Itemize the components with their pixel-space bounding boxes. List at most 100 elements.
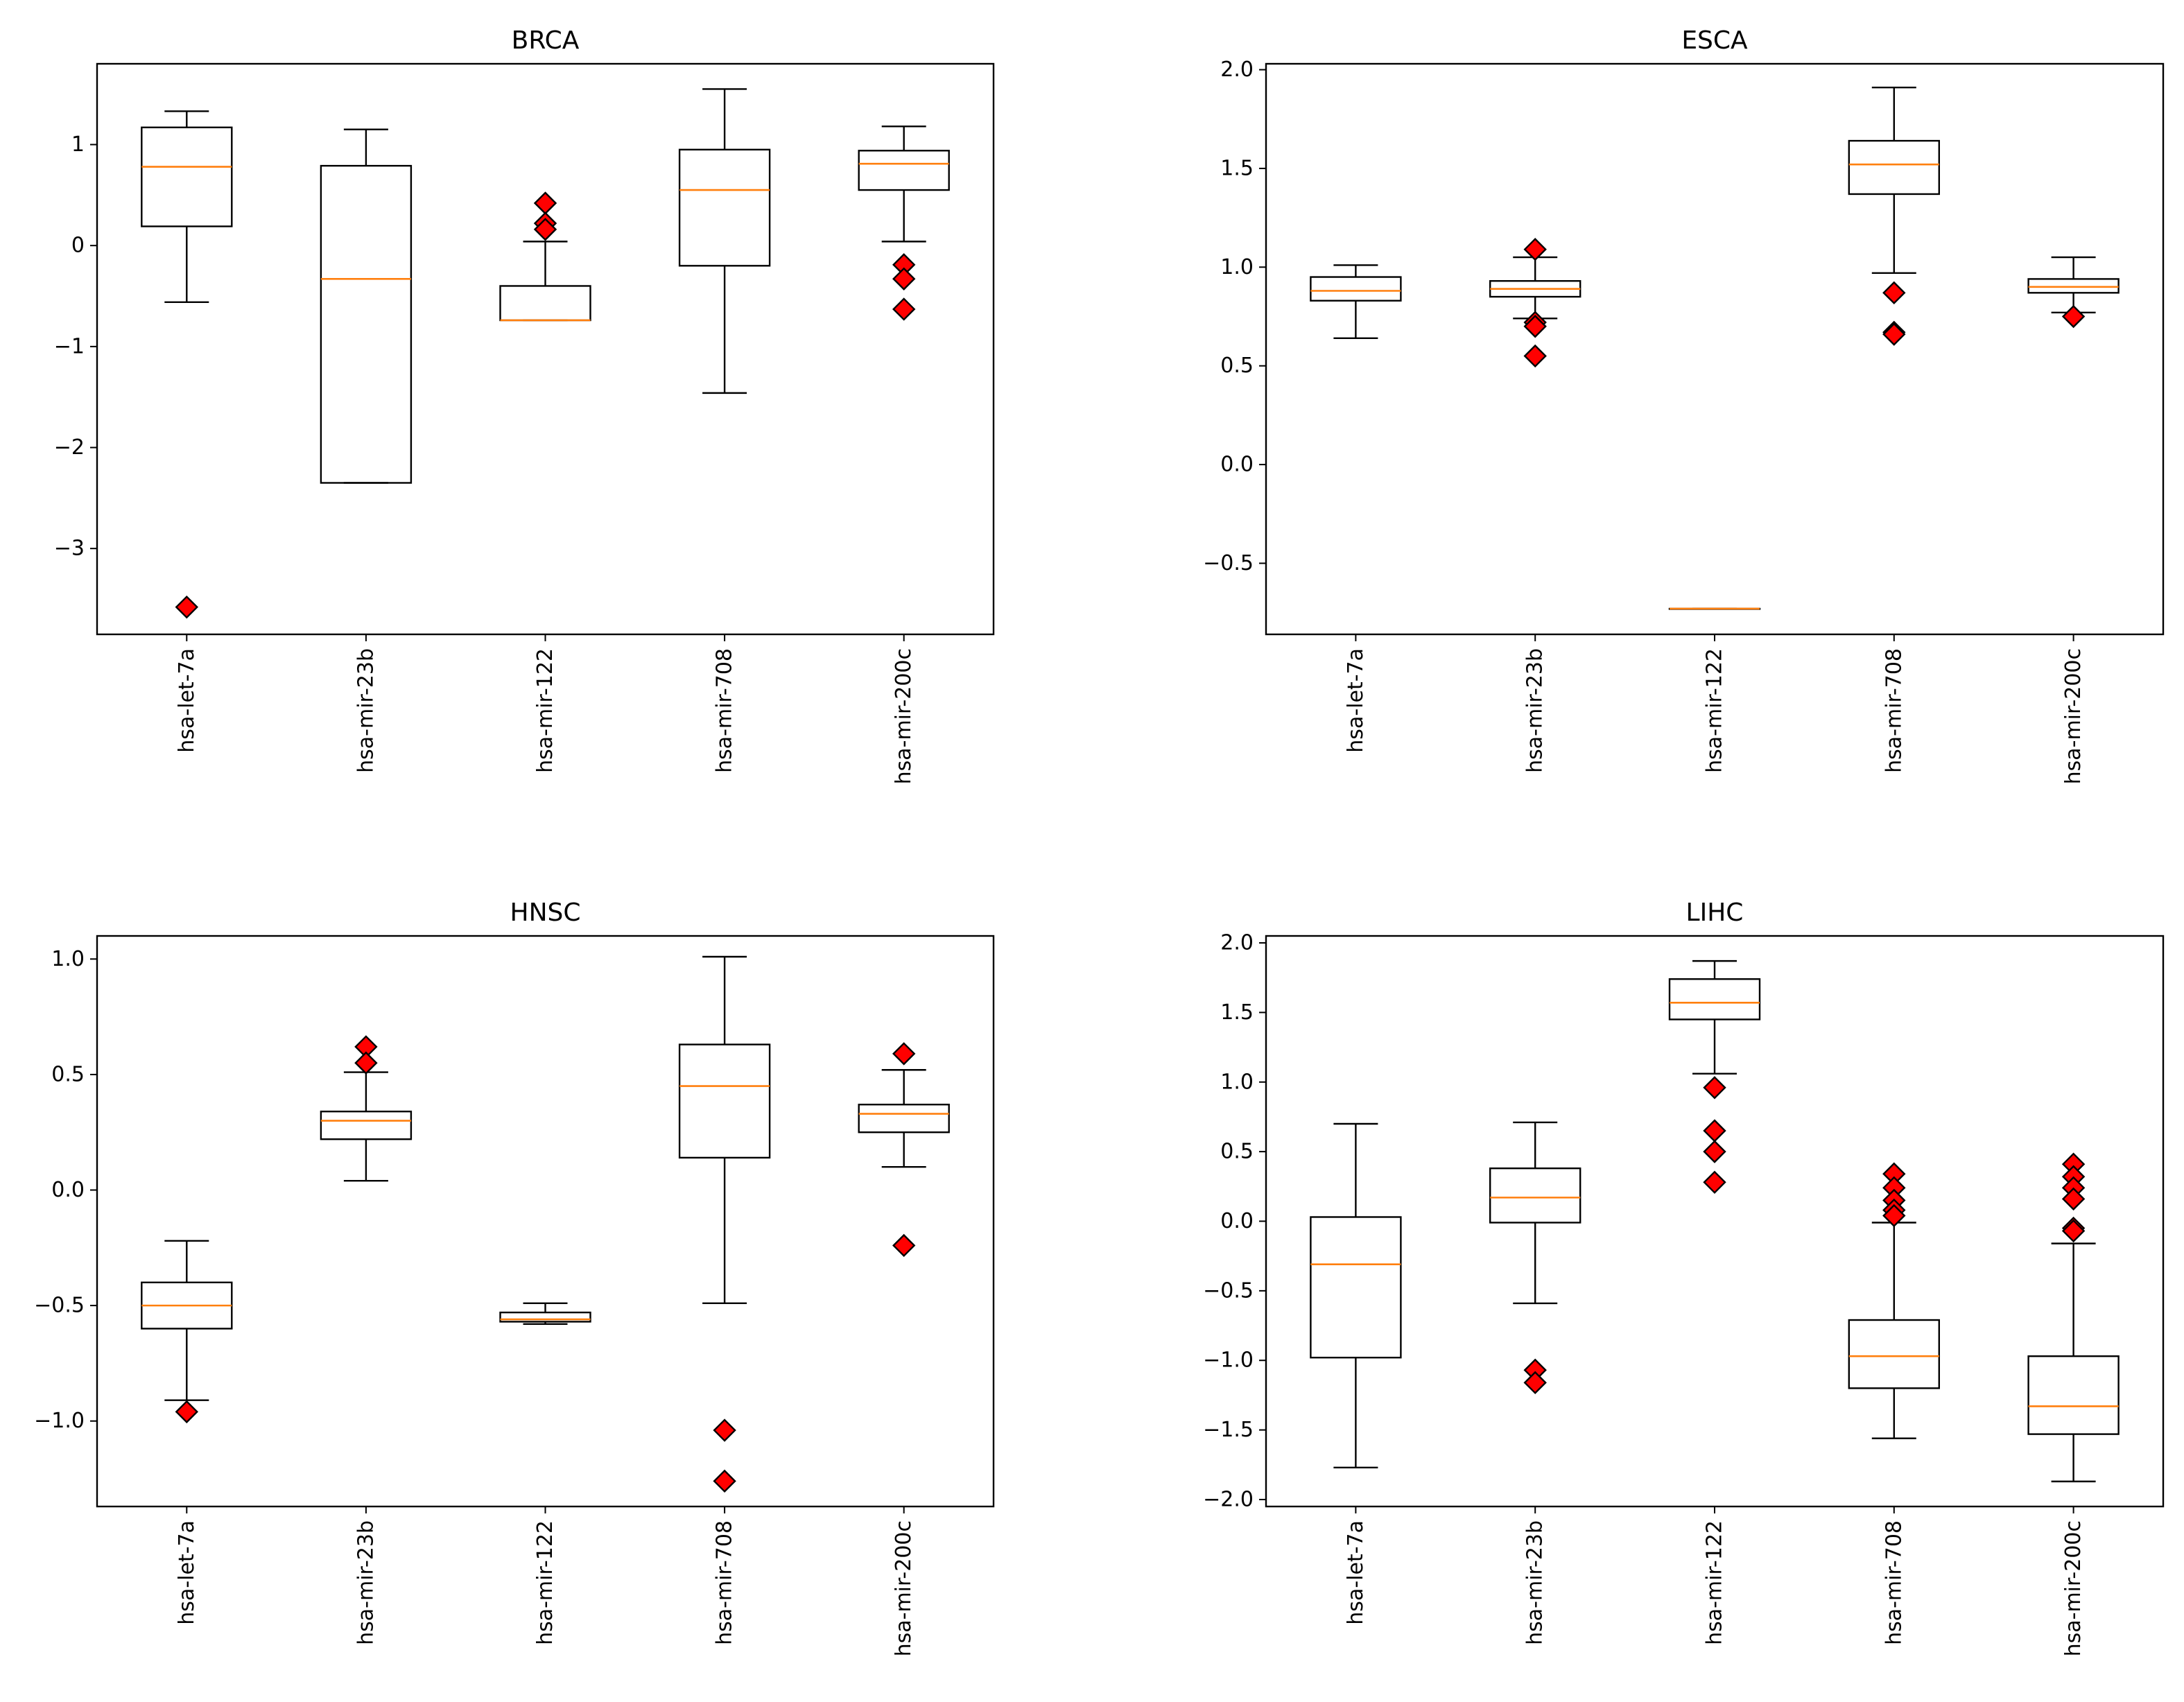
y-tick-label: −1.0: [1203, 1348, 1254, 1373]
y-tick-label: 0.0: [51, 1178, 85, 1202]
x-tick-label: hsa-mir-23b: [1523, 1520, 1548, 1645]
y-tick-label: −0.5: [1203, 551, 1254, 575]
y-tick-label: 1.0: [1220, 1070, 1254, 1094]
box-hsa-mir-23b: [1489, 1121, 1581, 1395]
box-rect: [2027, 278, 2120, 294]
outlier-marker: [892, 1042, 916, 1066]
panel-title: HNSC: [510, 898, 581, 927]
outlier-marker: [892, 297, 916, 321]
x-tick-label: hsa-mir-122: [1703, 1520, 1727, 1645]
outlier-marker: [713, 1418, 736, 1442]
x-tick-label: hsa-let-7a: [1344, 1520, 1368, 1625]
x-tick-label: hsa-mir-708: [1882, 648, 1906, 773]
panel-title: ESCA: [1681, 26, 1748, 55]
box-hsa-let-7a: [141, 110, 233, 619]
y-tick-label: 2.0: [1220, 58, 1254, 82]
outlier-marker: [175, 595, 198, 619]
y-tick-label: 1.5: [1220, 1000, 1254, 1025]
outlier-marker: [892, 267, 916, 290]
box-hsa-mir-708: [1848, 86, 1941, 346]
x-tick-label: hsa-mir-122: [1703, 648, 1727, 773]
y-tick-label: 1.0: [51, 947, 85, 971]
outlier-marker: [1882, 1204, 1906, 1228]
box-hsa-let-7a: [141, 1240, 233, 1424]
outlier-marker: [1882, 281, 1906, 305]
y-tick-label: −2: [54, 435, 85, 460]
box-hsa-mir-200c: [2027, 1152, 2120, 1483]
x-tick-label: hsa-mir-23b: [1523, 648, 1548, 773]
y-tick-label: 0: [71, 234, 85, 258]
box-hsa-mir-122: [1668, 959, 1761, 1194]
box-rect: [2027, 1355, 2120, 1435]
box-rect: [678, 1043, 771, 1159]
y-tick-label: −0.5: [1203, 1278, 1254, 1303]
panel-brca: BRCA 1 0 −1 −2 −3 hsa-let-7a hsa-mir-23b hsa-mir…: [54, 26, 995, 784]
y-tick-label: −2.0: [1203, 1487, 1254, 1511]
axes-frame: [96, 62, 995, 636]
outlier-marker: [713, 1469, 736, 1493]
x-tick-label: hsa-mir-708: [1882, 1520, 1906, 1645]
x-tick-label: hsa-let-7a: [1344, 648, 1368, 753]
box-rect: [678, 148, 771, 267]
box-hsa-mir-200c: [858, 1042, 950, 1258]
x-tick-label: hsa-mir-200c: [892, 648, 916, 784]
y-tick-label: 1.5: [1220, 156, 1254, 180]
x-tick-label: hsa-mir-708: [713, 648, 737, 773]
axes-frame: [1265, 62, 2165, 636]
x-tick-label: hsa-mir-122: [533, 648, 557, 773]
y-tick-label: −0.5: [34, 1294, 85, 1318]
box-rect: [320, 164, 413, 484]
y-tick-label: −3: [54, 537, 85, 561]
y-tick-label: −1.5: [1203, 1418, 1254, 1442]
x-tick-label: hsa-mir-23b: [354, 1520, 378, 1645]
y-tick-label: −1: [54, 334, 85, 358]
x-tick-label: hsa-let-7a: [175, 1520, 199, 1625]
outlier-marker: [533, 191, 557, 215]
box-rect: [858, 150, 950, 191]
box-hsa-mir-122: [499, 1302, 591, 1325]
outlier-marker: [1523, 1371, 1547, 1395]
outlier-marker: [1703, 1076, 1726, 1100]
outlier-marker: [2061, 1187, 2086, 1211]
x-tick-label: hsa-mir-200c: [892, 1520, 916, 1656]
outlier-marker: [1703, 1170, 1726, 1194]
box-hsa-let-7a: [1310, 1122, 1402, 1468]
box-hsa-mir-708: [678, 88, 771, 394]
box-rect: [1668, 978, 1761, 1021]
x-tick-label: hsa-mir-122: [533, 1520, 557, 1645]
box-hsa-mir-708: [1848, 1162, 1941, 1439]
outlier-marker: [1523, 237, 1547, 261]
box-rect: [858, 1104, 950, 1134]
box-hsa-mir-122: [499, 191, 591, 322]
box-rect: [1310, 1216, 1402, 1359]
y-tick-label: 0.0: [1220, 1209, 1254, 1233]
y-tick-label: 0.5: [1220, 354, 1254, 378]
box-rect: [499, 285, 591, 322]
panel-esca: ESCA 2.0 1.5 1.0 0.5 0.0 −0.5 hsa-let-7a hsa-mir…: [1203, 26, 2165, 784]
box-hsa-mir-23b: [320, 1035, 413, 1182]
x-tick-label: hsa-let-7a: [175, 648, 199, 753]
box-hsa-mir-23b: [1489, 237, 1581, 368]
axes-frame: [96, 935, 995, 1508]
outlier-marker: [354, 1051, 378, 1075]
box-hsa-mir-200c: [858, 125, 950, 321]
outlier-marker: [1523, 344, 1547, 368]
x-tick-label: hsa-mir-23b: [354, 648, 378, 773]
y-tick-label: 1.0: [1220, 255, 1254, 279]
y-tick-label: 2.0: [1220, 931, 1254, 955]
box-rect: [1489, 1167, 1581, 1224]
y-tick-label: 0.0: [1220, 453, 1254, 477]
y-tick-label: 0.5: [1220, 1140, 1254, 1164]
box-rect: [141, 126, 233, 227]
y-tick-label: 1: [71, 132, 85, 157]
box-rect: [320, 1111, 413, 1140]
x-tick-label: hsa-mir-200c: [2061, 1520, 2086, 1656]
box-hsa-let-7a: [1310, 264, 1402, 340]
box-rect: [1310, 276, 1402, 302]
y-tick-label: 0.5: [51, 1062, 85, 1086]
outlier-marker: [2061, 304, 2086, 329]
outlier-marker: [2061, 1219, 2086, 1243]
axes-frame: [1265, 935, 2165, 1508]
panel-lihc: LIHC 2.0 1.5 1.0 0.5 0.0 −0.5 −1.0 −1.5 −2.0 hsa-l…: [1203, 898, 2165, 1656]
